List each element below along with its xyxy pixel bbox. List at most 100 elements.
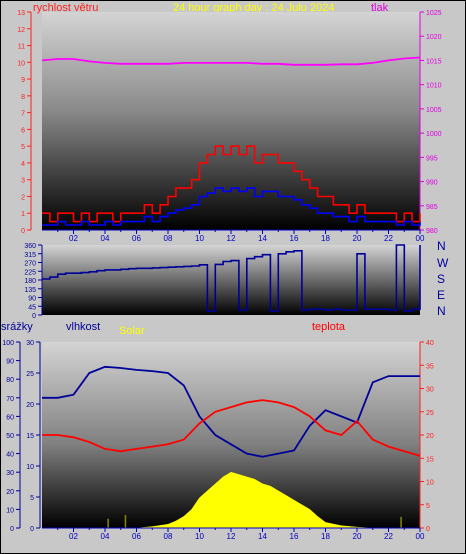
wind-speed-tick-label: 4 (21, 161, 25, 168)
climate-panel: 0 10 20 30 40 50 60 70 80 90 100 0 5 10 15 20 25 30 0 5 10… (2, 340, 434, 541)
temperature-label: teplota (312, 321, 346, 333)
pressure-line (41, 56, 421, 66)
wind-time-axis: 02 04 06 08 10 12 14 16 18 20 22 00 (42, 229, 425, 243)
climate-x-tick-label: 12 (227, 532, 236, 541)
humidity-axis: 0 5 10 15 20 25 30 (26, 340, 41, 533)
humidity-label: vlhkost (66, 321, 100, 333)
rain-tick-label: 60 (6, 414, 14, 421)
humidity-tick-label: 20 (26, 402, 34, 409)
rain-tick-label: 40 (6, 452, 14, 459)
temperature-tick-label: 5 (426, 503, 430, 510)
climate-x-tick-label: 00 (416, 532, 425, 541)
wind-speed-tick-label: 13 (17, 10, 25, 17)
rain-tick-label: 50 (6, 433, 14, 440)
wind-speed-tick-label: 8 (21, 94, 25, 101)
temperature-tick-label: 35 (426, 363, 434, 370)
pressure-tick-label: 990 (426, 180, 438, 187)
wind-speed-tick-label: 12 (17, 27, 25, 34)
pressure-tick-label: 1000 (426, 131, 442, 138)
wind-speed-line (42, 145, 421, 223)
temperature-tick-label: 0 (426, 526, 430, 533)
rain-tick-label: 70 (6, 396, 14, 403)
pressure-label: tlak (371, 2, 389, 14)
wind-x-tick-label: 16 (290, 234, 299, 243)
climate-x-tick-label: 04 (101, 532, 110, 541)
pressure-tick-label: 985 (426, 204, 438, 211)
rain-tick-label: 20 (6, 489, 14, 496)
direction-plot-background (42, 245, 420, 315)
solar-label: Solar (119, 325, 145, 337)
pressure-tick-label: 1005 (426, 107, 442, 114)
wind-plot-background (42, 12, 420, 230)
temperature-line (42, 399, 421, 457)
rain-axis: 0 10 20 30 40 50 60 70 80 90 100 (2, 340, 21, 533)
rain-tick-label: 100 (2, 340, 14, 347)
climate-x-tick-label: 22 (384, 532, 393, 541)
temperature-tick-label: 30 (426, 387, 434, 394)
direction-tick-label: 225 (24, 269, 36, 276)
temperature-tick-label: 15 (426, 456, 434, 463)
pressure-tick-label: 1020 (426, 34, 442, 41)
wind-x-tick-label: 18 (321, 234, 330, 243)
wind-speed-tick-label: 11 (18, 44, 25, 51)
wind-speed-label: rychlost větru (33, 2, 98, 14)
wind-speed-tick-label: 5 (21, 144, 25, 151)
climate-series (42, 365, 421, 529)
climate-x-tick-label: 06 (132, 532, 141, 541)
climate-time-axis: 02 04 06 08 10 12 14 16 18 20 22 00 (42, 527, 425, 541)
humidity-tick-label: 30 (26, 340, 34, 347)
rain-label: srážky (1, 321, 33, 333)
rain-tick-label: 90 (6, 359, 14, 366)
temperature-tick-label: 40 (426, 340, 434, 347)
wind-x-tick-label: 02 (69, 234, 78, 243)
wind-series (41, 56, 421, 226)
compass-s: S (437, 272, 445, 286)
climate-x-tick-label: 16 (290, 532, 299, 541)
rain-tick-label: 0 (10, 526, 14, 533)
pressure-tick-label: 1015 (426, 58, 442, 65)
direction-tick-label: 180 (24, 278, 36, 285)
humidity-line (42, 365, 420, 458)
direction-tick-label: 0 (32, 313, 36, 320)
wind-speed-tick-label: 3 (21, 178, 25, 185)
temperature-tick-label: 10 (426, 480, 434, 487)
wind-x-tick-label: 22 (384, 234, 393, 243)
direction-tick-label: 315 (24, 252, 36, 259)
wind-x-tick-label: 04 (101, 234, 110, 243)
solar-area (42, 471, 420, 529)
wind-x-tick-label: 08 (164, 234, 173, 243)
rain-tick-label: 10 (6, 507, 14, 514)
pressure-tick-label: 1025 (426, 10, 442, 17)
wind-x-tick-label: 06 (132, 234, 141, 243)
temperature-axis: 0 5 10 15 20 25 30 35 40 (419, 340, 434, 533)
wind-x-tick-label: 00 (416, 234, 425, 243)
climate-x-tick-label: 08 (164, 532, 173, 541)
rain-tick-label: 80 (6, 377, 14, 384)
wind-x-tick-label: 12 (227, 234, 236, 243)
rain-tick-label: 30 (6, 470, 14, 477)
direction-tick-label: 135 (24, 287, 36, 294)
wind-x-tick-label: 14 (258, 234, 267, 243)
wind-speed-tick-label: 7 (21, 111, 25, 118)
pressure-tick-label: 995 (426, 155, 438, 162)
direction-tick-label: 90 (28, 296, 36, 303)
humidity-tick-label: 25 (26, 371, 34, 378)
compass-n-bottom: N (437, 304, 446, 318)
wind-speed-tick-label: 2 (21, 194, 25, 201)
wind-speed-tick-label: 1 (21, 211, 25, 218)
pressure-tick-label: 1010 (426, 83, 442, 90)
graph-title: 24 hour graph day : 24 Julu 2024 (173, 2, 334, 14)
direction-tick-label: 360 (24, 243, 36, 250)
climate-x-tick-label: 20 (353, 532, 362, 541)
temperature-tick-label: 25 (426, 410, 434, 417)
climate-x-tick-label: 10 (195, 532, 204, 541)
wind-speed-tick-label: 9 (21, 77, 25, 84)
humidity-tick-label: 0 (30, 526, 34, 533)
wind-speed-tick-label: 0 (21, 228, 25, 235)
climate-x-tick-label: 18 (321, 532, 330, 541)
direction-series (42, 244, 421, 312)
wind-x-tick-label: 10 (195, 234, 204, 243)
